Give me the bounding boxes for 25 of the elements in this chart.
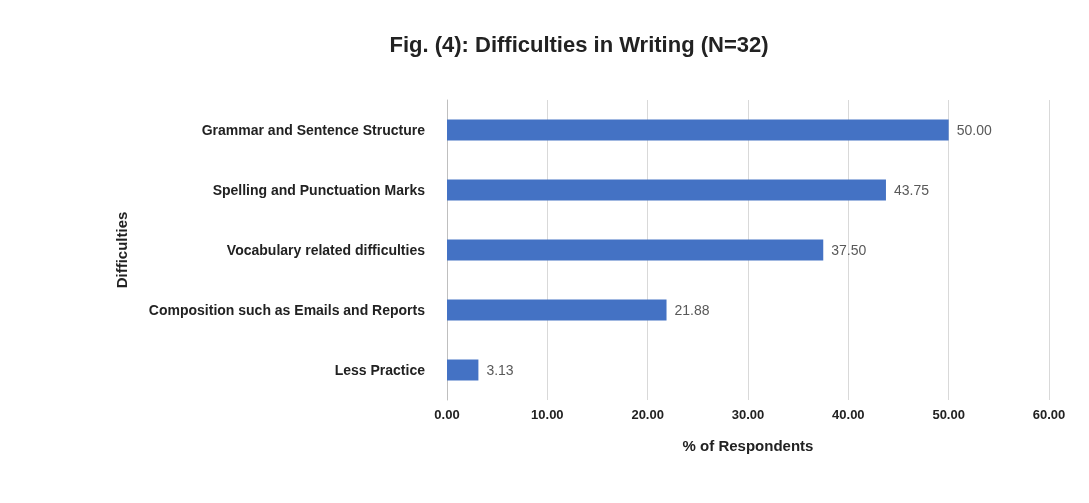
y-tick-label: Grammar and Sentence Structure [201, 122, 426, 138]
x-tick-label: 0.00 [434, 407, 460, 422]
x-tick-label: 10.00 [531, 407, 564, 422]
bar [447, 299, 667, 321]
chart-title: Fig. (4): Difficulties in Writing (N=32) [389, 31, 769, 57]
bar [447, 119, 949, 141]
data-label: 3.13 [486, 362, 514, 378]
bar [447, 239, 824, 261]
data-label: 21.88 [674, 302, 710, 318]
bar [447, 359, 479, 381]
data-label: 43.75 [893, 182, 930, 198]
x-tick-label: 50.00 [932, 407, 965, 422]
x-tick-label: 30.00 [731, 407, 765, 422]
y-tick-label: Composition such as Emails and Reports [148, 302, 426, 318]
y-tick-label: Less Practice [334, 362, 426, 378]
y-tick-label: Vocabulary related difficulties [226, 242, 426, 258]
data-label: 50.00 [956, 122, 992, 138]
data-label: 37.50 [831, 242, 867, 258]
x-tick-label: 40.00 [832, 407, 865, 422]
x-tick-label: 60.00 [1032, 407, 1066, 422]
x-tick-label: 20.00 [631, 407, 664, 422]
x-axis-title: % of Respondents [682, 437, 814, 454]
y-axis-title: Difficulties [113, 211, 130, 289]
y-tick-label: Spelling and Punctuation Marks [212, 182, 426, 198]
bar [447, 179, 886, 201]
